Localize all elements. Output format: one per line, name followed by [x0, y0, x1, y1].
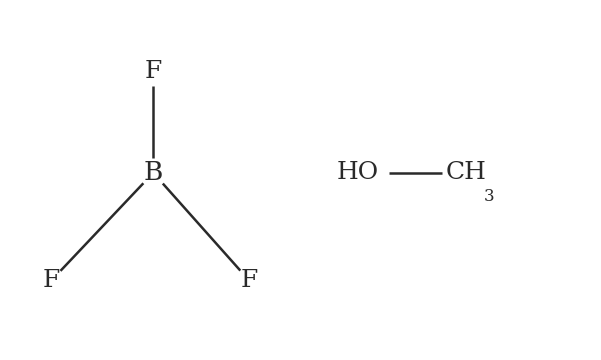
Text: F: F [145, 60, 162, 84]
Text: B: B [144, 160, 163, 185]
Text: F: F [241, 269, 258, 292]
Text: CH: CH [446, 161, 487, 184]
Text: F: F [43, 269, 59, 292]
Text: HO: HO [337, 161, 379, 184]
Text: 3: 3 [484, 188, 495, 205]
